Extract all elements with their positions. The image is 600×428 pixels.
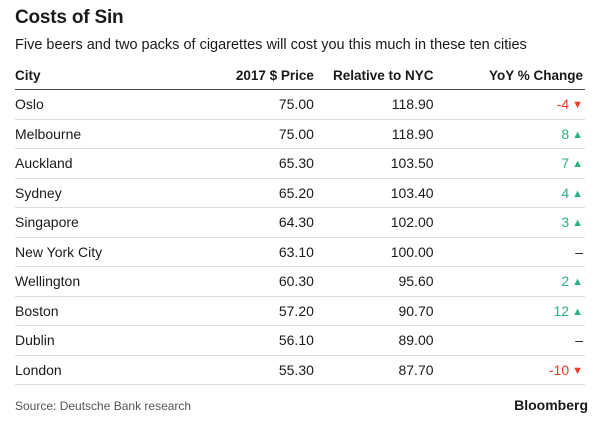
cell-yoy: 7 ▲ [433,148,585,179]
cell-relative: 103.40 [313,178,434,208]
cell-yoy: -10 ▼ [433,355,585,385]
cell-yoy: 12 ▲ [433,296,585,326]
triangle-up-icon: ▲ [572,276,583,289]
table-row: Auckland 65.30 103.50 7 ▲ [15,148,585,179]
yoy-value: -4 [556,96,570,113]
cell-yoy: 8 ▲ [433,119,585,149]
yoy-value: 2 [561,273,570,290]
yoy-value: 8 [561,125,570,142]
table-row: Sydney 65.20 103.40 4 ▲ [15,178,585,208]
yoy-value: 4 [561,184,570,201]
triangle-up-icon: ▲ [572,217,583,230]
cell-price: 56.10 [189,325,314,356]
brand-logo: Bloomberg [514,397,588,413]
column-header-relative: Relative to NYC [313,61,434,90]
cell-price: 64.30 [189,207,314,238]
cell-city: Melbourne [15,119,190,149]
cell-yoy: -4 ▼ [433,89,585,120]
cell-yoy: – [433,325,585,356]
cell-city: Dublin [15,325,190,356]
cell-relative: 87.70 [313,355,434,385]
cell-city: Oslo [15,89,190,120]
table-row: London 55.30 87.70 -10 ▼ [15,355,585,385]
cell-city: New York City [15,237,190,267]
cell-relative: 90.70 [313,296,434,326]
chart-subtitle: Five beers and two packs of cigarettes w… [15,37,527,53]
table-body: Oslo 75.00 118.90 -4 ▼ Melbourne 75.00 118.90 8 ▲… [15,89,585,385]
cell-yoy: – [433,237,585,267]
cell-city: Singapore [15,207,190,238]
table-row: Singapore 64.30 102.00 3 ▲ [15,207,585,238]
cell-relative: 102.00 [313,207,434,238]
cell-price: 75.00 [189,119,314,149]
cell-price: 65.20 [189,178,314,208]
cell-price: 65.30 [189,148,314,179]
cell-city: Auckland [15,148,190,179]
table-row: Boston 57.20 90.70 12 ▲ [15,296,585,326]
cell-yoy: 3 ▲ [433,207,585,238]
source-note: Source: Deutsche Bank research [15,399,192,413]
cell-city: Sydney [15,178,190,208]
cell-relative: 95.60 [313,266,434,297]
cell-relative: 89.00 [313,325,434,356]
yoy-value: – [575,243,583,260]
table-header-row: City 2017 $ Price Relative to NYC YoY % … [15,61,585,90]
cell-price: 63.10 [189,237,314,267]
cell-price: 57.20 [189,296,314,326]
cell-relative: 103.50 [313,148,434,179]
table-row: Dublin 56.10 89.00 – [15,325,585,356]
cell-city: London [15,355,190,385]
cell-price: 55.30 [189,355,314,385]
yoy-value: 3 [561,214,570,231]
table-row: Melbourne 75.00 118.90 8 ▲ [15,119,585,149]
cell-city: Wellington [15,266,190,297]
chart-title: Costs of Sin [15,7,124,28]
cell-city: Boston [15,296,190,326]
yoy-value: -10 [548,361,570,378]
yoy-value: – [575,332,583,349]
column-header-yoy: YoY % Change [433,61,585,90]
cell-yoy: 4 ▲ [433,178,585,208]
column-header-price: 2017 $ Price [189,61,314,90]
data-table: City 2017 $ Price Relative to NYC YoY % … [15,61,585,385]
triangle-up-icon: ▲ [572,187,583,200]
cell-relative: 100.00 [313,237,434,267]
yoy-value: 7 [561,155,570,172]
cell-price: 75.00 [189,89,314,120]
table-row: Wellington 60.30 95.60 2 ▲ [15,266,585,297]
table-row: Oslo 75.00 118.90 -4 ▼ [15,89,585,120]
cell-yoy: 2 ▲ [433,266,585,297]
table-row: New York City 63.10 100.00 – [15,237,585,267]
triangle-up-icon: ▲ [572,128,583,141]
cell-price: 60.30 [189,266,314,297]
column-header-city: City [15,61,190,90]
triangle-up-icon: ▲ [572,305,583,318]
cell-relative: 118.90 [313,119,434,149]
triangle-down-icon: ▼ [572,99,583,112]
triangle-down-icon: ▼ [572,364,583,377]
yoy-value: 12 [553,302,570,319]
cell-relative: 118.90 [313,89,434,120]
triangle-up-icon: ▲ [572,158,583,171]
